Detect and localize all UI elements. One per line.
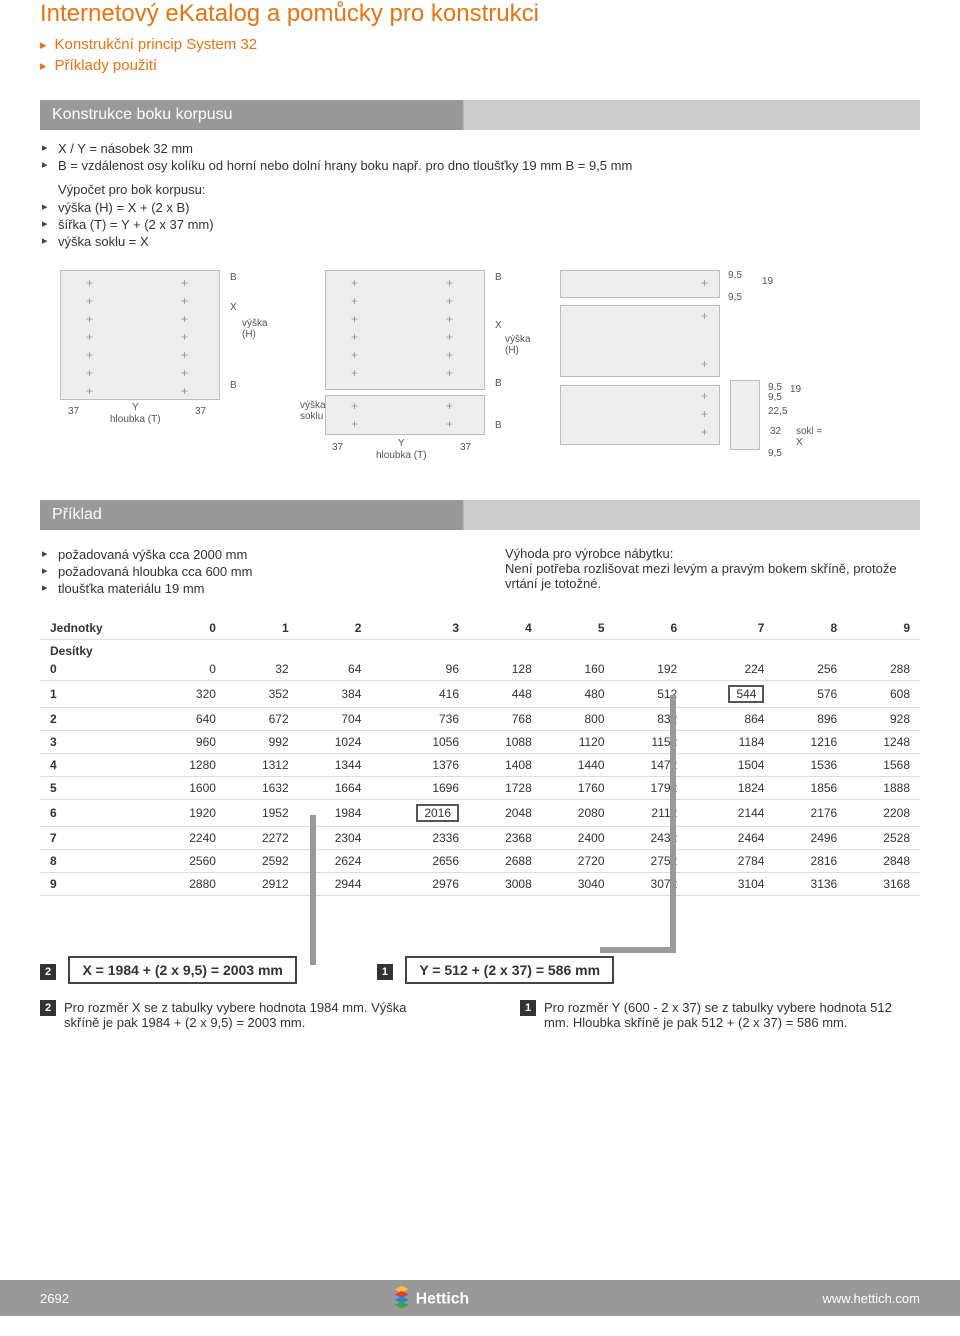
callout-line-2: [310, 815, 316, 965]
note-b: B = vzdálenost osy kolíku od horní nebo …: [58, 157, 920, 174]
page-footer: 2692 Hettich www.hettich.com: [0, 1280, 960, 1316]
badge-1b: 1: [520, 1000, 536, 1016]
section-example-title: Příklad: [40, 500, 920, 530]
svg-text:Hettich: Hettich: [416, 1290, 469, 1307]
table-row: 396099210241056108811201152118412161248: [40, 731, 920, 754]
subtitle-2: Příklady použití: [40, 55, 920, 76]
table-row: 8256025922624265626882720275227842816284…: [40, 850, 920, 873]
highlighted-cell: 2016: [416, 804, 459, 822]
req-3: tloušťka materiálu 19 mm: [58, 580, 455, 597]
table-row: 6192019521984201620482080211221442176220…: [40, 800, 920, 827]
explanation-row: 2 Pro rozměr X se z tabulky vybere hodno…: [40, 1000, 920, 1030]
hettich-logo: Hettich: [393, 1284, 498, 1312]
calc-3: výška soklu = X: [58, 233, 920, 250]
subtitle-1: Konstrukční princip System 32: [40, 34, 920, 55]
req-2: požadovaná hloubka cca 600 mm: [58, 563, 455, 580]
advantage-text: Není potřeba rozlišovat mezi levým a pra…: [505, 561, 920, 591]
calc-1: výška (H) = X + (2 x B): [58, 199, 920, 216]
explanation-y: Pro rozměr Y (600 - 2 x 37) se z tabulky…: [544, 1000, 920, 1030]
example-requirements: požadovaná výška cca 2000 mm požadovaná …: [40, 546, 455, 597]
formula-x: X = 1984 + (2 x 9,5) = 2003 mm: [68, 956, 296, 984]
formula-y: Y = 512 + (2 x 37) = 586 mm: [405, 956, 614, 984]
table-row: 9288029122944297630083040307231043136316…: [40, 873, 920, 896]
diagram-panel-1: ++ ++ ++ ++ ++ ++ ++ B X výška (H) B 37 …: [40, 270, 270, 440]
construction-notes: X / Y = násobek 32 mm B = vzdálenost osy…: [40, 140, 920, 174]
calc-heading: Výpočet pro bok korpusu:: [58, 182, 920, 197]
row-header-desitky: Desítky: [40, 640, 920, 659]
multiples-table: Jednotky 0 1 2 3 4 5 6 7 8 9 Desítky 003…: [40, 617, 920, 896]
example-columns: požadovaná výška cca 2000 mm požadovaná …: [40, 546, 920, 605]
footer-url: www.hettich.com: [822, 1291, 920, 1306]
badge-2: 2: [40, 964, 56, 980]
diagram-panel-2: ++ ++ ++ ++ ++ ++ ++ ++ B X výška (H) B …: [300, 270, 530, 470]
calc-list: výška (H) = X + (2 x B) šířka (T) = Y + …: [40, 199, 920, 250]
table-row: 4128013121344137614081440147215041536156…: [40, 754, 920, 777]
table-row: 5160016321664169617281760179218241856188…: [40, 777, 920, 800]
note-xy: X / Y = násobek 32 mm: [58, 140, 920, 157]
section-construction-title: Konstrukce boku korpusu: [40, 100, 920, 130]
diagram-row: ++ ++ ++ ++ ++ ++ ++ B X výška (H) B 37 …: [40, 270, 920, 470]
callout-line-1b: [600, 947, 676, 953]
table-row: 7224022722304233623682400243224642496252…: [40, 827, 920, 850]
highlighted-cell: 544: [728, 685, 764, 703]
explanation-x: Pro rozměr X se z tabulky vybere hodnota…: [64, 1000, 440, 1030]
table-row: 1320352384416448480512544576608: [40, 681, 920, 708]
col-header-jednotky: Jednotky: [40, 617, 153, 640]
page-title: Internetový eKatalog a pomůcky pro konst…: [40, 0, 920, 28]
table-row: 00326496128160192224256288: [40, 658, 920, 681]
table-row: 2640672704736768800832864896928: [40, 708, 920, 731]
callout-line-1: [670, 695, 676, 947]
diagram-panel-3: + + + + + + 9,5 19 9,5 9,5 9,5 19 22,5 3…: [560, 270, 830, 470]
calc-2: šířka (T) = Y + (2 x 37 mm): [58, 216, 920, 233]
req-1: požadovaná výška cca 2000 mm: [58, 546, 455, 563]
badge-1: 1: [377, 964, 393, 980]
subtitle-list: Konstrukční princip System 32 Příklady p…: [40, 34, 920, 76]
page-number: 2692: [40, 1291, 69, 1306]
formula-row: 2 X = 1984 + (2 x 9,5) = 2003 mm 1 Y = 5…: [40, 956, 920, 984]
advantage-heading: Výhoda pro výrobce nábytku:: [505, 546, 920, 561]
badge-2b: 2: [40, 1000, 56, 1016]
